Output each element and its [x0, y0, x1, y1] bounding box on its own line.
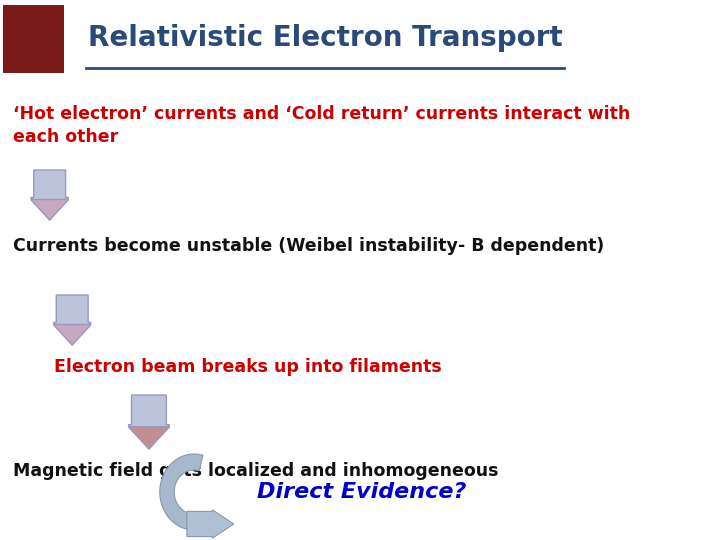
Polygon shape	[31, 170, 68, 220]
Polygon shape	[160, 454, 203, 530]
Polygon shape	[53, 325, 91, 345]
Text: Currents become unstable (Weibel instability- B dependent): Currents become unstable (Weibel instabi…	[13, 237, 604, 255]
FancyBboxPatch shape	[3, 5, 64, 73]
Polygon shape	[53, 295, 91, 345]
Text: ‘Hot electron’ currents and ‘Cold return’ currents interact with
each other: ‘Hot electron’ currents and ‘Cold return…	[13, 105, 630, 146]
Polygon shape	[31, 199, 68, 220]
Polygon shape	[128, 395, 170, 449]
Text: Direct Evidence?: Direct Evidence?	[257, 482, 467, 502]
Polygon shape	[187, 510, 234, 538]
Polygon shape	[128, 427, 170, 449]
Text: Magnetic field gets localized and inhomogeneous: Magnetic field gets localized and inhomo…	[13, 462, 498, 480]
Text: Electron beam breaks up into filaments: Electron beam breaks up into filaments	[54, 358, 442, 376]
Text: Relativistic Electron Transport: Relativistic Electron Transport	[88, 24, 562, 52]
